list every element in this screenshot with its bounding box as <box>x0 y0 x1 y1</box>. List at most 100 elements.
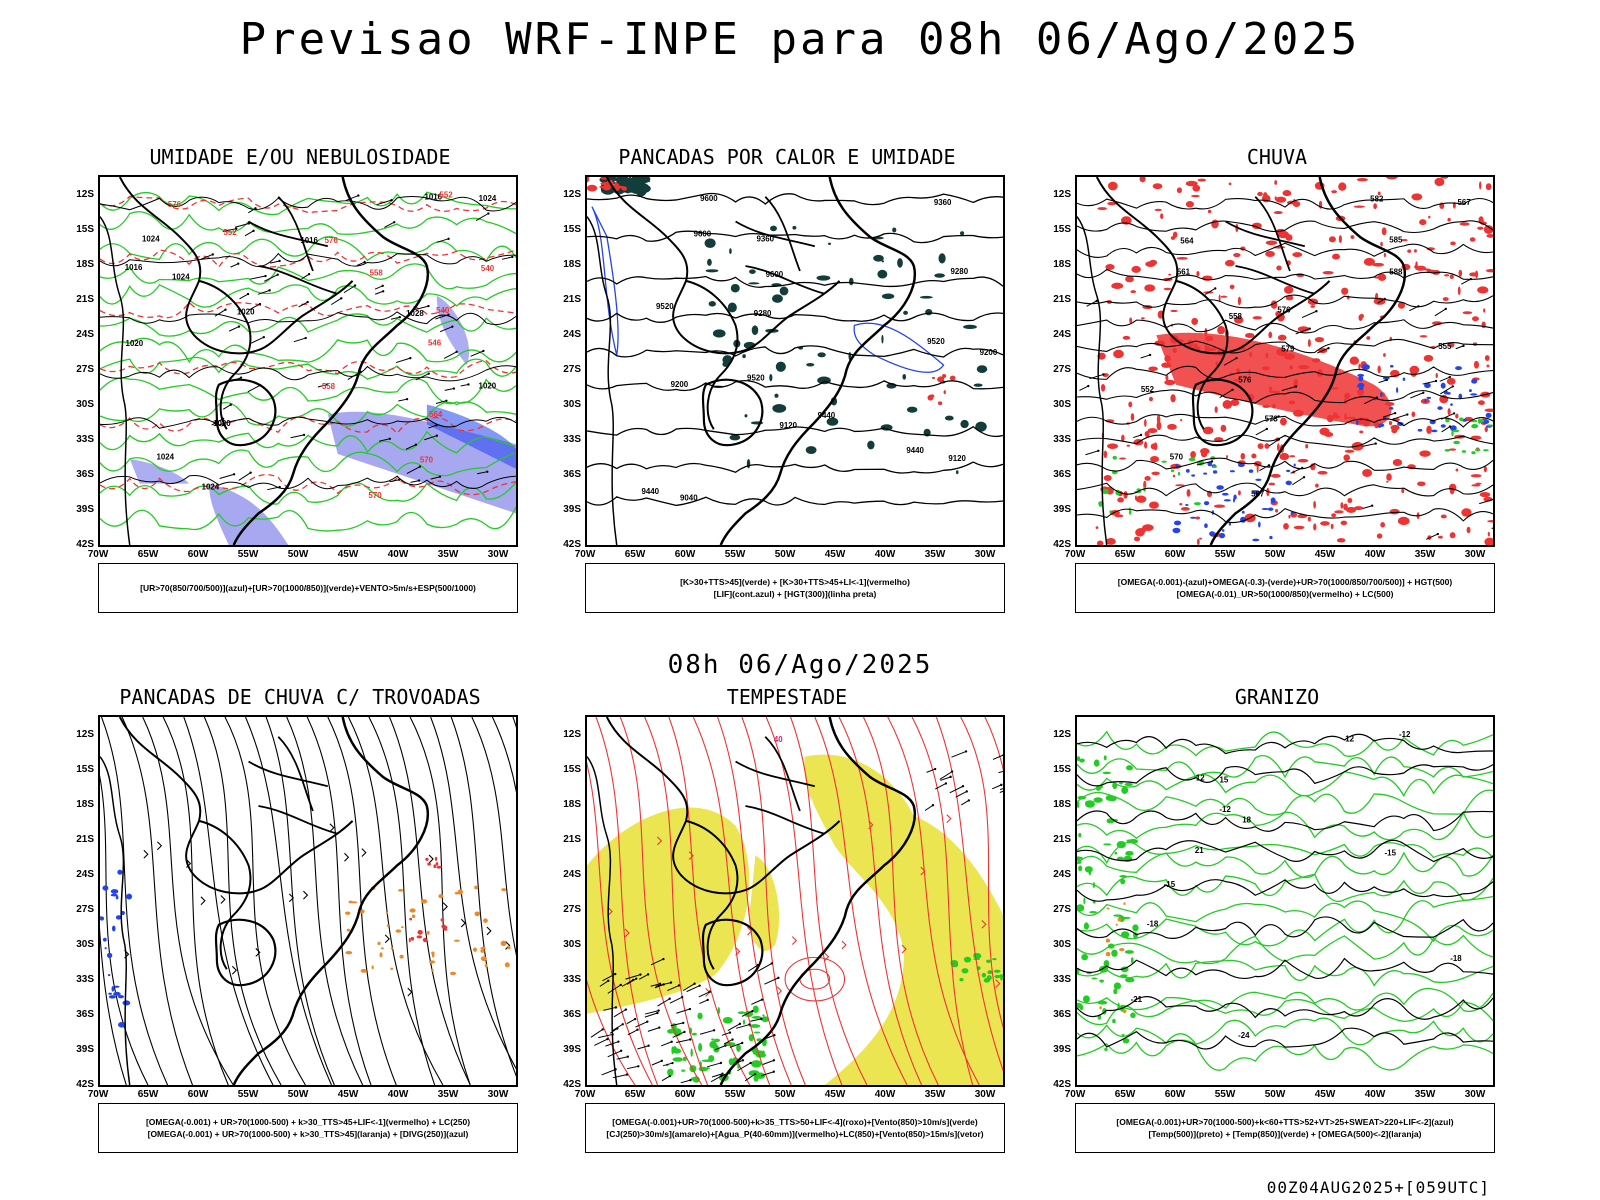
wind-vector-head <box>724 1044 727 1047</box>
panel-title: CHUVA <box>1246 145 1308 169</box>
panel-title: PANCADAS POR CALOR E UMIDADE <box>618 145 956 169</box>
temp850-contour-dense <box>1120 974 1128 978</box>
wind-vector <box>757 962 773 972</box>
wind-vector-head <box>964 750 968 753</box>
rain-area <box>1095 526 1099 529</box>
rain-area <box>1386 480 1389 483</box>
ascent-area <box>1417 428 1423 432</box>
lon-tick-label: 50W <box>1264 1089 1286 1100</box>
omega-strong-area <box>1123 902 1126 906</box>
thunderstorm-strong-area <box>416 935 423 939</box>
thunderstorm-strong-area <box>440 918 445 922</box>
contour-line <box>1077 294 1493 309</box>
wind-vector <box>345 195 359 202</box>
wind-vector <box>293 337 306 343</box>
lat-tick-label: 18S <box>1053 799 1071 810</box>
lon-tick-label: 50W <box>1264 549 1286 560</box>
ascent-area <box>1424 382 1431 389</box>
wind-vector-head <box>381 284 384 288</box>
lon-tick-label: 70W <box>1064 1089 1086 1100</box>
strong-wind-area <box>713 1038 721 1043</box>
strong-ascent-area <box>1128 509 1132 515</box>
ascent-area <box>1270 497 1276 504</box>
lon-tick-label: 35W <box>924 549 946 560</box>
rain-area <box>1475 482 1482 485</box>
temp850-contour-dense <box>1103 960 1110 967</box>
rain-area <box>1419 450 1431 457</box>
wind-vector <box>406 466 421 475</box>
wind-vector <box>1301 310 1317 319</box>
rain-area <box>1135 495 1147 503</box>
convection-area <box>827 242 832 245</box>
wind-vector-head <box>1102 373 1105 376</box>
wind-vector-head <box>660 1059 663 1063</box>
wind-vector <box>228 326 240 332</box>
wind-vector-head <box>393 221 396 224</box>
lat-tick-label: 24S <box>563 869 581 880</box>
contour-line <box>100 236 516 262</box>
lon-tick-label: 70W <box>87 549 109 560</box>
lon-tick-label: 30W <box>974 549 996 560</box>
contour-line <box>1077 338 1493 354</box>
rain-area <box>1292 252 1303 258</box>
thunderstorm-strong-area <box>442 925 448 929</box>
ascent-area <box>1175 463 1179 467</box>
wind-vector-head <box>625 1073 629 1076</box>
temp850-contour-dense <box>1092 882 1096 889</box>
ascent-area <box>1455 366 1462 371</box>
rain-area <box>1353 506 1364 511</box>
wind-vector <box>1422 380 1437 385</box>
contour-value-label: 1020 <box>213 419 231 428</box>
wind-vector-head <box>1265 427 1269 431</box>
wind-vector <box>667 985 680 991</box>
wind-vector <box>603 1006 617 1011</box>
country-border <box>685 279 739 430</box>
rain-area <box>1481 321 1486 329</box>
uruguay-border <box>214 918 277 987</box>
rain-area <box>1338 235 1342 243</box>
convection-area <box>881 293 895 300</box>
contour-value-label: 9120 <box>948 454 966 463</box>
thunderstorm-area <box>453 939 460 942</box>
ascent-area <box>1255 478 1262 481</box>
wind-vector-head <box>340 297 343 300</box>
strong-wind-area <box>705 1067 710 1070</box>
rain-area <box>1139 177 1146 183</box>
map-frame: 582 585 588 576 579 576 573 570 567 567 564 561 558 5… <box>1075 175 1495 547</box>
lat-tick-label: 39S <box>563 504 581 515</box>
wind-vector-head <box>224 308 227 311</box>
ascent-area <box>1221 529 1225 532</box>
contour-value-label: 552 <box>1141 385 1155 394</box>
strong-ascent-area <box>1475 448 1481 452</box>
lat-tick-label: 15S <box>1053 764 1071 775</box>
strong-wind-area <box>749 1024 761 1028</box>
wind-vector <box>435 314 449 320</box>
streamline <box>327 717 397 1085</box>
wind-vector-head <box>1294 385 1298 388</box>
rain-area <box>1265 250 1275 258</box>
wind-vector-head <box>357 194 360 197</box>
country-border <box>1095 177 1331 355</box>
thunderstorm-strong-area <box>427 862 432 866</box>
rain-area <box>1346 506 1357 513</box>
strong-ascent-area <box>1444 448 1451 452</box>
temp850-contour-dense <box>1085 800 1091 806</box>
convection-area <box>826 417 839 426</box>
wind-vector <box>1410 392 1424 399</box>
temp850-contour-dense <box>1121 1033 1125 1037</box>
flow-arrow <box>981 919 987 929</box>
lat-tick-label: 30S <box>563 399 581 410</box>
wind-vector <box>729 1042 743 1048</box>
wind-vector <box>1378 379 1387 384</box>
wind-vector-head <box>944 782 948 785</box>
wind-vector-head <box>452 387 456 390</box>
convection-area <box>625 189 630 194</box>
thunderstorm-area <box>480 949 485 953</box>
wind-vector <box>257 289 270 295</box>
wind-vector <box>460 383 469 387</box>
rain-area <box>1167 423 1177 430</box>
rain-area <box>1407 249 1412 253</box>
lon-tick-label: 35W <box>1414 549 1436 560</box>
lat-tick-label: 39S <box>76 1044 94 1055</box>
contour-value-label: 9360 <box>756 235 774 244</box>
